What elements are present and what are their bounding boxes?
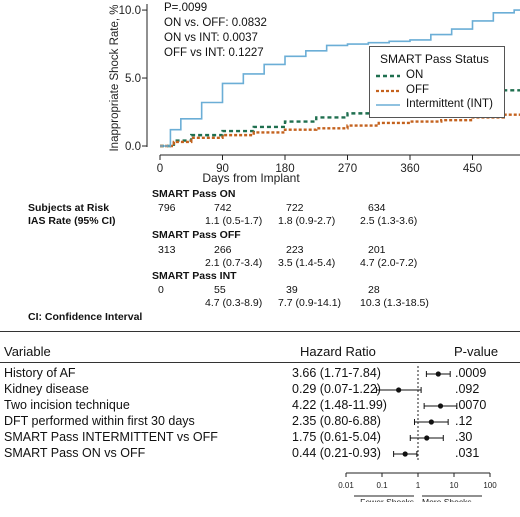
- ias-rate-value: 7.7 (0.9-14.1): [278, 297, 342, 309]
- table-row: History of AF 3.66 (1.71-7.84) .0009: [0, 366, 520, 381]
- risk-group-off: SMART Pass OFF: [152, 229, 241, 241]
- km-x-tick-label: 0: [157, 163, 163, 175]
- ci-note: CI: Confidence Interval: [28, 311, 143, 323]
- hazard-ratio-value: 3.66 (1.71-7.84): [292, 366, 381, 380]
- km-axes: 0.05.010.0090180270360450540: [119, 4, 520, 175]
- pvalue-on-vs-int: ON vs INT: 0.0037: [164, 32, 258, 44]
- km-y-tick-label: 10.0: [119, 5, 141, 17]
- ias-rate-value: 4.7 (0.3-8.9): [205, 297, 263, 309]
- hr-point: [435, 371, 441, 377]
- legend-label-on: ON: [406, 69, 424, 81]
- risk-count: 201: [368, 244, 386, 256]
- km-xlabel: Days from Implant: [202, 171, 300, 185]
- hr-point: [428, 419, 434, 425]
- pvalue-on-vs-off: ON vs. OFF: 0.0832: [164, 17, 267, 29]
- hazard-ratio-value: 0.44 (0.21-0.93): [292, 446, 381, 460]
- hazard-ratio-value: 1.75 (0.61-5.04): [292, 430, 381, 444]
- table-row: Kidney disease 0.29 (0.07-1.22) .092: [0, 382, 520, 397]
- variable-name: History of AF: [4, 366, 76, 380]
- variable-name: Two incision technique: [4, 398, 130, 412]
- km-legend: SMART Pass Status ON OFF Intermittent (I…: [369, 46, 505, 118]
- direction-label-more: More Shocks: [422, 497, 472, 502]
- p-value: .0009: [455, 366, 487, 380]
- hazard-ratio-value: 0.29 (0.07-1.22): [292, 382, 381, 396]
- km-x-tick-label: 450: [463, 163, 482, 175]
- risk-count: 742: [214, 202, 232, 214]
- table-row: SMART Pass ON vs OFF 0.44 (0.21-0.93) .0…: [0, 446, 520, 461]
- forest-marks: [375, 366, 458, 462]
- km-y-tick-label: 5.0: [125, 73, 141, 85]
- legend-swatches: [376, 74, 400, 106]
- risk-count: 722: [286, 202, 304, 214]
- hr-point: [437, 403, 444, 409]
- forest-plot: 0.01 0.1 1 10 100 Fewer Shocks More Shocks: [338, 366, 497, 502]
- forest-x-tick-label: 1: [416, 481, 421, 490]
- km-x-tick-label: 270: [338, 163, 357, 175]
- subjects-at-risk-label: Subjects at Risk: [28, 202, 110, 214]
- hr-point: [424, 435, 430, 441]
- pvalue-overall: P=.0099: [164, 2, 208, 14]
- km-x-tick-label: 360: [400, 163, 419, 175]
- forest-axis: 0.01 0.1 1 10 100 Fewer Shocks More Shocks: [338, 472, 497, 502]
- ias-rate-value: 1.8 (0.9-2.7): [278, 215, 336, 227]
- risk-group-on: SMART Pass ON: [152, 188, 236, 200]
- risk-count: 313: [158, 244, 176, 256]
- variable-name: DFT performed within first 30 days: [4, 414, 195, 428]
- p-value: .30: [455, 430, 473, 444]
- legend-label-int: Intermittent (INT): [406, 98, 493, 110]
- km-series-line-off: [160, 113, 520, 148]
- direction-label-fewer: Fewer Shocks: [360, 497, 414, 502]
- forest-x-tick-label: 10: [450, 481, 459, 490]
- risk-count: 223: [286, 244, 304, 256]
- km-ylabel: Inappropriate Shock Rate, %: [109, 4, 121, 151]
- table-row: SMART Pass INTERMITTENT vs OFF 1.75 (0.6…: [0, 430, 520, 445]
- hr-point: [402, 451, 408, 457]
- km-series-line-int: [160, 9, 520, 147]
- p-value: .031: [455, 446, 480, 460]
- p-value: .0070: [455, 398, 487, 412]
- hazard-ratio-value: 2.35 (0.80-6.88): [292, 414, 381, 428]
- legend-title: SMART Pass Status: [380, 52, 489, 66]
- table-row: Two incision technique 4.22 (1.48-11.99)…: [0, 398, 520, 413]
- risk-count: 0: [158, 284, 164, 296]
- ias-rate-value: 3.5 (1.4-5.4): [278, 257, 336, 269]
- variable-name: SMART Pass INTERMITTENT vs OFF: [4, 430, 218, 444]
- km-x-tick-label: 180: [275, 163, 294, 175]
- risk-count: 266: [214, 244, 232, 256]
- forest-x-tick-label: 100: [483, 481, 497, 490]
- risk-count: 39: [286, 284, 298, 296]
- col-header-hazard-ratio: Hazard Ratio: [300, 344, 376, 359]
- forest-top-rule: [0, 331, 520, 332]
- km-x-tick-label: 90: [216, 163, 229, 175]
- forest-x-tick-label: 0.01: [338, 481, 354, 490]
- risk-count: 28: [368, 284, 380, 296]
- col-header-pvalue: P-value: [454, 344, 499, 359]
- risk-count: 634: [368, 202, 386, 214]
- ias-rate-value: 4.7 (2.0-7.2): [360, 257, 418, 269]
- risk-group-int: SMART Pass INT: [152, 270, 237, 282]
- ias-rate-label: IAS Rate (95% CI): [28, 215, 116, 227]
- variable-name: SMART Pass ON vs OFF: [4, 446, 146, 460]
- risk-count: 796: [158, 202, 176, 214]
- p-value: .092: [455, 382, 480, 396]
- p-value: .12: [455, 414, 473, 428]
- hr-point: [396, 387, 402, 393]
- col-header-variable: Variable: [4, 344, 51, 359]
- forest-header-rule: [0, 362, 520, 363]
- ias-rate-value: 10.3 (1.3-18.5): [360, 297, 429, 309]
- forest-x-tick-label: 0.1: [376, 481, 388, 490]
- legend-label-off: OFF: [406, 84, 429, 96]
- risk-count: 55: [214, 284, 226, 296]
- km-y-tick-label: 0.0: [125, 141, 141, 153]
- variable-name: Kidney disease: [4, 382, 89, 396]
- ias-rate-value: 1.1 (0.5-1.7): [205, 215, 263, 227]
- pvalue-off-vs-int: OFF vs INT: 0.1227: [164, 47, 264, 59]
- ias-rate-value: 2.5 (1.3-3.6): [360, 215, 418, 227]
- ias-rate-value: 2.1 (0.7-3.4): [205, 257, 263, 269]
- table-row: DFT performed within first 30 days 2.35 …: [0, 414, 520, 429]
- hazard-ratio-value: 4.22 (1.48-11.99): [292, 398, 387, 412]
